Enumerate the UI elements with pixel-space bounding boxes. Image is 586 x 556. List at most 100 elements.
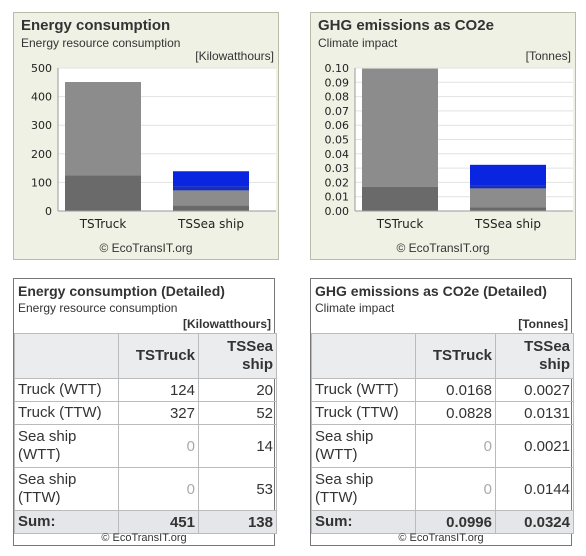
energy-table: TSTruck TSSea ship Truck (WTT) 124 20 Tru… [14, 333, 277, 534]
y-tick-label: 0.01 [325, 191, 350, 204]
bar-segment [65, 175, 141, 211]
header-ship-line1: TSSea [227, 338, 273, 355]
bar-segment [173, 186, 249, 191]
row-value-truck: 0.0828 [415, 401, 496, 425]
header-ship: TSSea ship [495, 333, 574, 379]
bar-segment [470, 188, 546, 208]
header-corner [14, 333, 119, 379]
ghg-table: TSTruck TSSea ship Truck (WTT) 0.0168 0.0… [311, 333, 574, 534]
header-truck: TSTruck [415, 333, 496, 379]
table-unit: [Tonnes] [518, 317, 568, 331]
table-unit: [Kilowatthours] [183, 317, 271, 331]
sum-value-ship: 138 [198, 510, 277, 534]
table-subtitle: Climate impact [315, 301, 395, 315]
y-tick-label: 0.07 [325, 105, 350, 118]
row-value-truck: 0.0168 [415, 378, 496, 402]
row-label: Sea ship (WTT) [311, 424, 416, 468]
chart-unit: [Tonnes] [525, 49, 571, 63]
header-ship-line2: ship [539, 356, 570, 373]
y-tick-label: 400 [31, 91, 52, 104]
x-tick-label: TSSea ship [474, 217, 541, 231]
row-label-line1: Sea ship [18, 428, 77, 445]
sum-value-truck: 451 [118, 510, 199, 534]
y-tick-label: 0.10 [325, 62, 350, 75]
x-tick-label: TSTruck [79, 217, 127, 231]
y-tick-label: 0.00 [325, 205, 350, 218]
sum-row: Sum: 0.0996 0.0324 [311, 510, 574, 534]
ghg-chart-panel: GHG emissions as CO2e Climate impact [To… [310, 12, 576, 260]
table-credit: © EcoTransIT.org [398, 532, 484, 544]
header-corner [311, 333, 416, 379]
bar-segment [470, 164, 546, 186]
bar-segment [362, 186, 438, 211]
y-tick-label: 0.03 [325, 162, 350, 175]
x-tick-label: TSSea ship [177, 217, 244, 231]
chart-title: Energy consumption [21, 17, 171, 34]
row-value-ship: 53 [198, 467, 277, 511]
row-label: Truck (TTW) [311, 401, 416, 425]
y-tick-label: 0.06 [325, 119, 350, 132]
row-value-truck: 0 [415, 424, 496, 468]
row-label-line1: Sea ship [18, 471, 77, 488]
row-label-line2: (WTT) [315, 446, 358, 463]
energy-table-panel: Energy consumption (Detailed) Energy res… [13, 278, 277, 546]
y-tick-label: 0.02 [325, 176, 350, 189]
row-value-truck: 0 [118, 424, 199, 468]
row-value-ship: 0.0144 [495, 467, 574, 511]
bar-segment [173, 171, 249, 187]
row-value-truck: 124 [118, 378, 199, 402]
row-label: Sea ship (TTW) [14, 467, 119, 511]
y-tick-label: 0.09 [325, 76, 350, 89]
table-row: Sea ship (WTT) 0 14 [14, 424, 277, 468]
row-label-line2: (TTW) [18, 489, 61, 506]
y-tick-label: 100 [31, 176, 52, 189]
row-label-line2: (WTT) [18, 446, 61, 463]
row-value-truck: 0 [118, 467, 199, 511]
row-value-truck: 0 [415, 467, 496, 511]
row-label: Sea ship (WTT) [14, 424, 119, 468]
header-ship-line1: TSSea [524, 338, 570, 355]
x-tick-label: TSTruck [376, 217, 424, 231]
bar-segment [470, 185, 546, 189]
sum-label: Sum: [14, 510, 119, 534]
energy-chart-panel: Energy consumption Energy resource consu… [13, 12, 279, 260]
row-label: Sea ship (TTW) [311, 467, 416, 511]
table-header-row: TSTruck TSSea ship [14, 333, 277, 379]
sum-value-truck: 0.0996 [415, 510, 496, 534]
row-value-ship: 20 [198, 378, 277, 402]
chart-title: GHG emissions as CO2e [318, 17, 494, 34]
energy-chart: 0 100 200 300 400 500 TSTruck TSSea ship [31, 62, 276, 231]
row-label-line1: Sea ship [315, 428, 374, 445]
y-tick-label: 0.05 [325, 134, 350, 147]
table-row: Truck (TTW) 0.0828 0.0131 [311, 401, 574, 425]
bar-segment [362, 68, 438, 187]
header-truck: TSTruck [118, 333, 199, 379]
chart-unit: [Kilowatthours] [195, 49, 274, 63]
ghg-table-panel: GHG emissions as CO2e (Detailed) Climate… [310, 278, 574, 546]
sum-label: Sum: [311, 510, 416, 534]
row-value-truck: 327 [118, 401, 199, 425]
table-header-row: TSTruck TSSea ship [311, 333, 574, 379]
bar-segment [65, 82, 141, 176]
row-label: Truck (WTT) [311, 378, 416, 402]
y-tick-label: 0.04 [325, 148, 350, 161]
sum-value-ship: 0.0324 [495, 510, 574, 534]
y-tick-label: 500 [31, 62, 52, 75]
row-label: Truck (WTT) [14, 378, 119, 402]
sum-row: Sum: 451 138 [14, 510, 277, 534]
bar-segment [173, 190, 249, 206]
ghg-chart: 0.000.01 0.020.030.040.05 0.060.070.08 0.09… [325, 62, 573, 231]
chart-subtitle: Climate impact [318, 36, 398, 50]
table-subtitle: Energy resource consumption [18, 301, 178, 315]
row-label-line2: (TTW) [315, 489, 358, 506]
table-row: Sea ship (TTW) 0 53 [14, 467, 277, 511]
row-value-ship: 0.0021 [495, 424, 574, 468]
header-ship: TSSea ship [198, 333, 277, 379]
table-row: Truck (TTW) 327 52 [14, 401, 277, 425]
table-row: Truck (WTT) 124 20 [14, 378, 277, 402]
y-tick-label: 200 [31, 148, 52, 161]
row-value-ship: 52 [198, 401, 277, 425]
chart-credit: © EcoTransIT.org [99, 241, 193, 255]
table-row: Truck (WTT) 0.0168 0.0027 [311, 378, 574, 402]
y-tick-label: 0 [45, 205, 52, 218]
